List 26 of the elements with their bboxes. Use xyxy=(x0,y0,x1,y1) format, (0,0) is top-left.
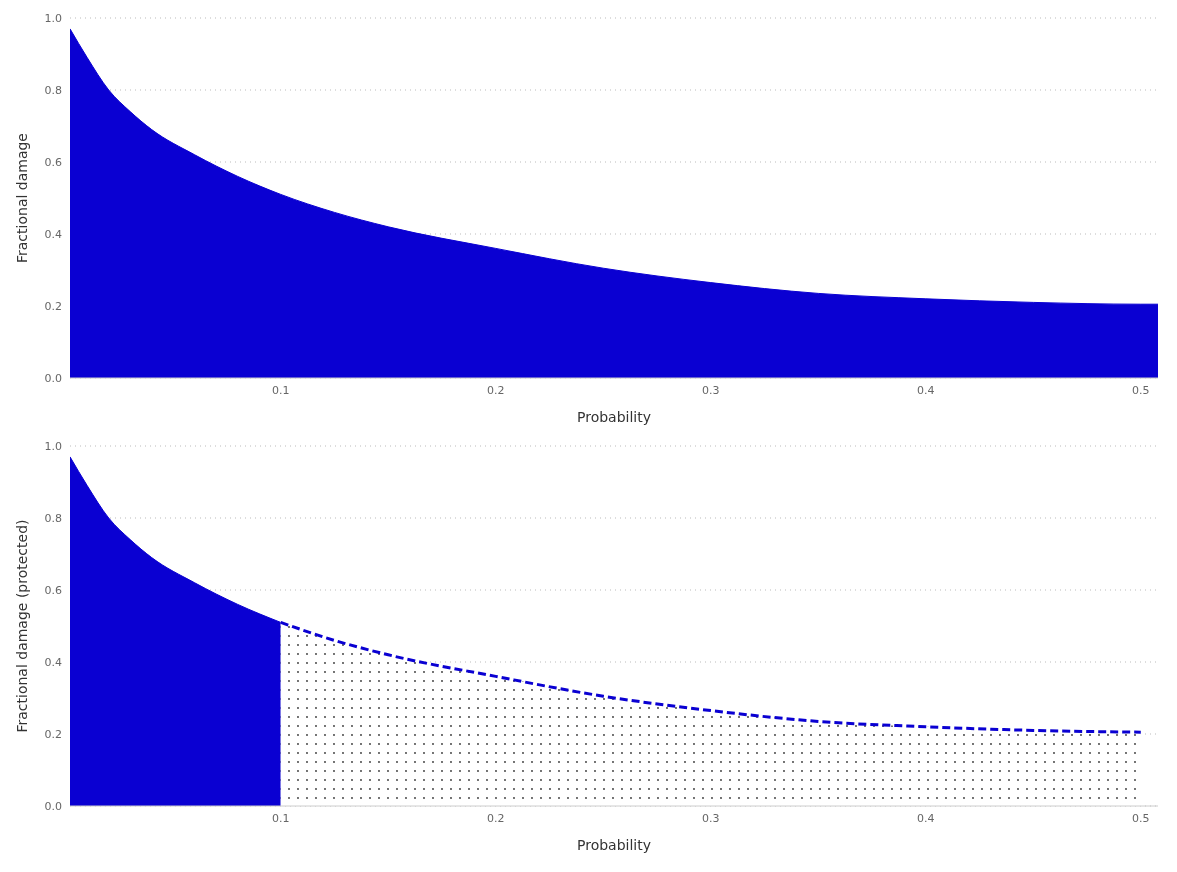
y-tick-label: 0.2 xyxy=(44,299,62,313)
x-tick-label: 0.3 xyxy=(702,811,720,825)
y-axis-title: Fractional damage (protected) xyxy=(13,519,30,733)
y-tick-label: 0.0 xyxy=(44,371,62,385)
y-tick-label: 1.0 xyxy=(44,11,62,25)
y-tick-label: 0.4 xyxy=(44,227,62,241)
x-tick-label: 0.1 xyxy=(271,811,290,825)
x-tick-label: 0.4 xyxy=(917,811,935,825)
y-tick-label: 0.0 xyxy=(44,799,62,813)
y-tick-label: 0.4 xyxy=(44,655,62,669)
x-tick-label: 0.1 xyxy=(271,383,290,397)
y-tick-label: 0.6 xyxy=(44,583,62,597)
y-tick-label: 0.6 xyxy=(44,155,62,169)
x-tick-label: 0.5 xyxy=(1132,383,1150,397)
x-tick-label: 0.3 xyxy=(702,383,720,397)
y-tick-label: 0.8 xyxy=(44,83,62,97)
x-tick-label: 0.2 xyxy=(486,811,505,825)
x-tick-label: 0.4 xyxy=(917,383,935,397)
x-axis-title: Probability xyxy=(576,837,652,853)
y-tick-label: 1.0 xyxy=(44,439,62,453)
x-tick-label: 0.5 xyxy=(1132,811,1150,825)
x-axis-title: Probability xyxy=(576,409,652,425)
y-axis-title: Fractional damage xyxy=(13,133,30,263)
x-tick-label: 0.2 xyxy=(486,383,505,397)
y-tick-label: 0.8 xyxy=(44,511,62,525)
y-tick-label: 0.2 xyxy=(44,727,62,741)
